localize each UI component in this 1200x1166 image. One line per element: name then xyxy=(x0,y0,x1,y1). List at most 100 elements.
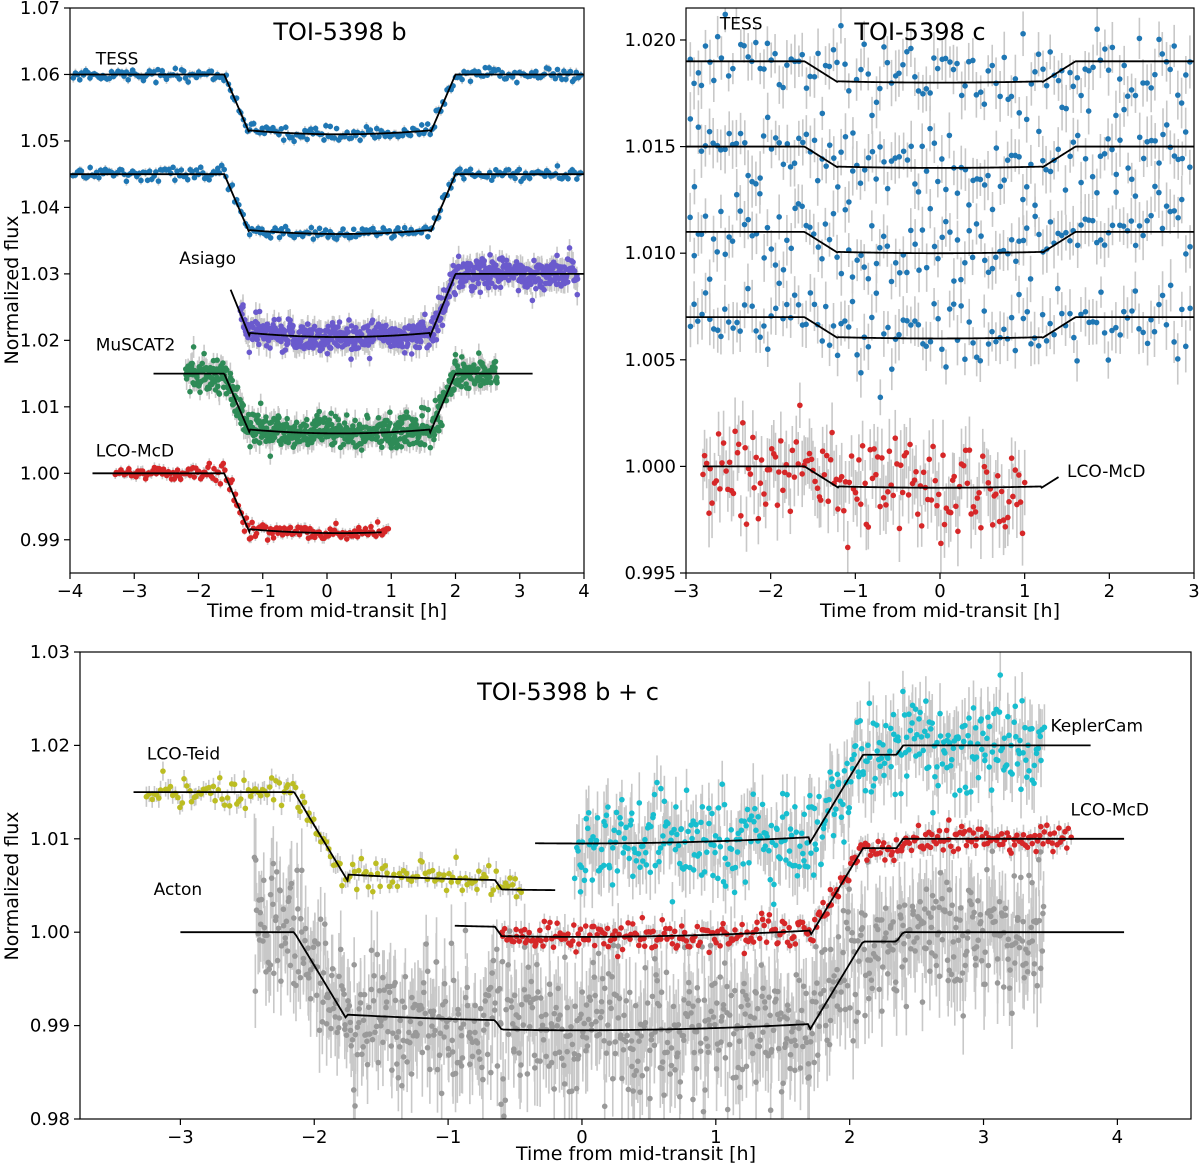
data-point-lco-mcd xyxy=(354,533,361,540)
data-point-muscat2 xyxy=(387,420,393,427)
data-point-tess xyxy=(780,84,786,91)
data-point-tess xyxy=(96,174,102,181)
data-point-tess xyxy=(304,136,310,143)
y-tick-label: 1.05 xyxy=(20,131,60,152)
data-point-muscat2 xyxy=(199,360,206,367)
data-point-lco-mcd xyxy=(174,467,181,473)
data-point-tess xyxy=(565,175,571,182)
data-point-tess xyxy=(1140,80,1146,86)
data-point-tess xyxy=(846,88,852,94)
data-point-tess xyxy=(526,175,533,182)
x-tick-label: 1 xyxy=(386,581,397,602)
data-point-muscat2 xyxy=(340,441,347,448)
data-point-muscat2 xyxy=(337,424,344,431)
data-point-muscat2 xyxy=(475,350,482,356)
data-point-asiago xyxy=(489,280,495,287)
data-point-tess xyxy=(482,64,489,71)
data-point-muscat2 xyxy=(350,439,356,446)
data-point-lco-mcd xyxy=(248,535,254,541)
data-point-tess xyxy=(118,167,125,173)
data-point-muscat2 xyxy=(321,415,328,421)
data-point-asiago xyxy=(533,285,539,292)
data-point-tess xyxy=(842,61,848,67)
data-point-lco-mcd xyxy=(269,530,276,537)
data-point-asiago xyxy=(308,330,315,337)
data-point-tess xyxy=(1043,82,1050,89)
data-point-tess xyxy=(764,40,771,47)
data-point-muscat2 xyxy=(215,383,221,390)
data-point-tess xyxy=(323,122,329,129)
model-curve xyxy=(70,173,584,235)
data-point-muscat2 xyxy=(326,417,333,423)
data-point-tess xyxy=(250,120,257,127)
data-point-tess xyxy=(1136,35,1143,42)
data-point-tess xyxy=(799,51,806,58)
data-point-muscat2 xyxy=(412,417,419,423)
model-curve xyxy=(229,272,584,339)
data-point-tess xyxy=(125,77,131,83)
data-point-tess xyxy=(1102,46,1108,52)
data-point-tess xyxy=(1055,77,1062,84)
data-point-lco-mcd xyxy=(211,465,217,472)
data-point-muscat2 xyxy=(331,439,338,446)
data-point-asiago xyxy=(353,324,359,331)
data-point-muscat2 xyxy=(335,416,342,423)
data-point-muscat2 xyxy=(378,438,385,445)
data-point-muscat2 xyxy=(375,415,382,421)
data-point-tess xyxy=(865,71,872,77)
data-point-tess xyxy=(950,66,957,73)
data-point-muscat2 xyxy=(432,397,439,404)
data-point-tess xyxy=(1178,100,1185,106)
data-point-tess xyxy=(189,168,195,175)
data-point-tess xyxy=(741,42,747,49)
data-point-tess xyxy=(503,75,510,82)
data-point-tess xyxy=(1067,69,1073,76)
data-point-lco-mcd xyxy=(229,477,235,483)
data-point-muscat2 xyxy=(493,374,500,381)
data-point-tess xyxy=(422,224,429,231)
instrument-label: MuSCAT2 xyxy=(96,335,176,355)
data-point-tess xyxy=(322,227,329,233)
data-point-asiago xyxy=(311,323,318,330)
data-point-tess xyxy=(391,233,397,239)
model-curve xyxy=(92,472,382,535)
data-point-muscat2 xyxy=(227,370,234,377)
data-point-asiago xyxy=(528,281,534,288)
data-point-tess xyxy=(1070,83,1077,90)
data-point-lco-mcd xyxy=(262,524,269,530)
data-point-tess xyxy=(278,126,285,132)
data-point-tess xyxy=(554,163,561,169)
data-point-muscat2 xyxy=(319,436,325,443)
data-point-tess xyxy=(291,138,297,145)
data-point-asiago xyxy=(290,322,296,329)
data-point-muscat2 xyxy=(255,412,261,419)
x-tick-label: 4 xyxy=(578,581,589,602)
y-axis-label-b: Normalized flux xyxy=(1,215,23,364)
data-point-tess xyxy=(87,164,93,171)
y-tick-label: 1.02 xyxy=(20,330,60,351)
data-point-tess xyxy=(174,168,180,175)
data-point-asiago xyxy=(455,253,462,260)
data-point-tess xyxy=(399,132,406,139)
data-point-tess xyxy=(310,236,317,242)
data-point-muscat2 xyxy=(379,444,385,451)
data-point-lco-mcd xyxy=(217,481,224,487)
data-point-asiago xyxy=(399,343,406,350)
data-point-tess xyxy=(467,166,474,173)
data-point-tess xyxy=(180,68,187,74)
data-point-tess xyxy=(947,59,953,65)
data-point-tess xyxy=(1109,44,1116,51)
data-point-muscat2 xyxy=(224,367,230,373)
data-point-muscat2 xyxy=(413,421,419,428)
data-point-muscat2 xyxy=(278,441,284,448)
data-point-muscat2 xyxy=(452,351,459,358)
data-point-asiago xyxy=(325,339,331,346)
data-point-tess xyxy=(904,48,910,55)
data-point-lco-mcd xyxy=(343,536,350,542)
data-point-muscat2 xyxy=(220,360,226,366)
data-point-muscat2 xyxy=(425,406,431,413)
data-point-tess xyxy=(308,224,315,231)
data-point-asiago xyxy=(531,257,537,264)
y-tick-label: 0.99 xyxy=(20,530,60,551)
data-point-muscat2 xyxy=(492,358,499,365)
